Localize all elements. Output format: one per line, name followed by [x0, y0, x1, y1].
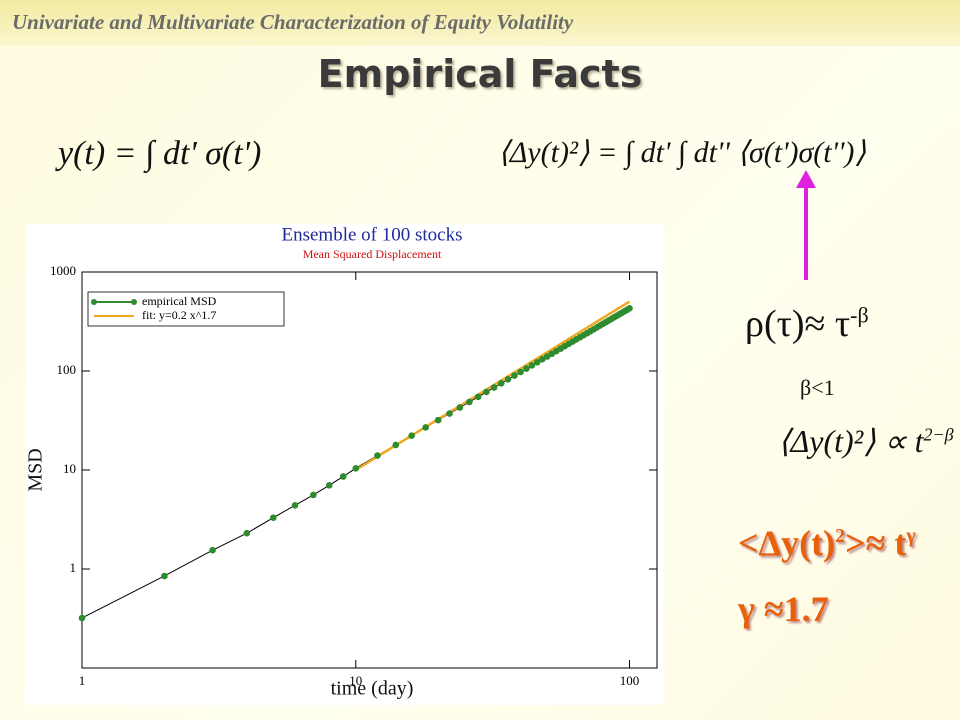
msd-sup: γ: [906, 525, 916, 547]
x-tick-label: 100: [620, 673, 640, 688]
x-tick-label: 10: [349, 673, 362, 688]
marker: [161, 572, 168, 580]
msd-law: <Δy(t)2>≈ tγ: [738, 522, 916, 564]
marker: [538, 356, 546, 363]
scaling-sup: 2−β: [923, 424, 954, 445]
marker: [310, 491, 317, 499]
marker: [422, 424, 429, 431]
header: Univariate and Multivariate Characteriza…: [0, 0, 960, 46]
marker: [517, 368, 524, 376]
y-tick-label: 1000: [50, 263, 76, 278]
y-tick-label: 1: [70, 560, 77, 575]
chart: Ensemble of 100 stocks Mean Squared Disp…: [25, 224, 663, 705]
legend-label: fit: y=0.2 x^1.7: [142, 308, 216, 322]
marker: [374, 452, 381, 459]
scaling-base: ⟨Δy(t)²⟩ ∝ t: [778, 423, 924, 459]
x-tick-label: 1: [79, 673, 86, 688]
beta-note: β<1: [800, 375, 835, 400]
scaling: ⟨Δy(t)²⟩ ∝ t2−β: [778, 422, 954, 460]
marker: [408, 432, 415, 440]
marker: [325, 482, 333, 489]
y-tick-label: 100: [57, 362, 77, 377]
marker: [209, 546, 216, 554]
marker: [490, 384, 498, 391]
x-axis-label: time (day): [331, 678, 414, 700]
marker: [291, 501, 299, 509]
chart-title: Ensemble of 100 stocks: [281, 224, 462, 245]
marker: [466, 398, 473, 406]
marker: [392, 441, 400, 449]
marker: [528, 362, 536, 369]
marker: [352, 465, 360, 472]
legend-swatch: [131, 299, 137, 305]
marker: [339, 473, 347, 480]
slide-title: Empirical Facts: [317, 52, 643, 96]
marker: [626, 305, 633, 312]
marker: [497, 380, 505, 387]
marker: [533, 358, 541, 366]
legend-label: empirical MSD: [142, 294, 217, 308]
msd-rest: >≈ t: [845, 523, 907, 563]
formula: y(t) = ∫ dt' σ(t'): [58, 135, 262, 172]
chart-subtitle: Mean Squared Displacement: [303, 247, 442, 261]
marker: [446, 410, 453, 417]
marker: [511, 372, 518, 379]
marker: [504, 376, 512, 383]
marker: [434, 416, 442, 424]
header-title: Univariate and Multivariate Characteriza…: [12, 10, 574, 34]
msd-base: <Δy(t): [738, 523, 836, 563]
marker: [483, 388, 490, 396]
plot-frame: [81, 271, 658, 669]
rho-sup: -β: [850, 302, 869, 328]
gamma-note: γ ≈1.7: [738, 589, 829, 629]
y-tick-label: 10: [63, 461, 76, 476]
legend-box: [87, 291, 285, 327]
marker: [78, 614, 86, 622]
formula: ⟨Δy(t)²⟩ = ∫ dt' ∫ dt'' ⟨σ(t')σ(t'')⟩: [498, 136, 867, 169]
marker: [456, 404, 464, 411]
y-axis-label: MSD: [25, 448, 47, 491]
marker: [243, 529, 251, 537]
arrow: [796, 170, 816, 280]
rho-base: ρ(τ)≈ τ: [745, 303, 851, 345]
marker: [270, 514, 277, 521]
legend-swatch: [91, 299, 97, 305]
marker: [474, 393, 482, 401]
rho-note: ρ(τ)≈ τ-β: [745, 302, 869, 346]
msd-sup: 2: [835, 525, 846, 547]
marker: [523, 365, 530, 372]
